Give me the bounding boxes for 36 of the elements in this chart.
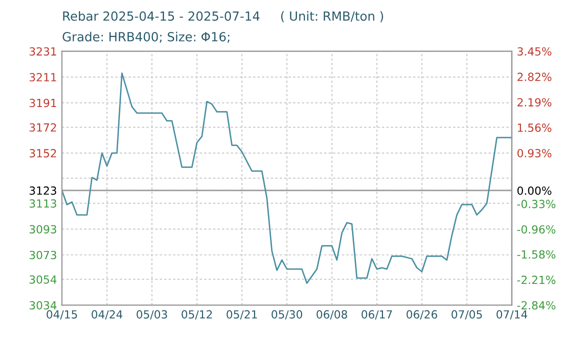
y-tick-label: 3152 <box>30 149 56 158</box>
y2-tick-label: -2.21% <box>517 276 556 284</box>
y-tick-label: 3231 <box>30 47 56 56</box>
x-tick-label: 07/05 <box>452 310 482 320</box>
x-tick-label: 05/30 <box>272 310 302 320</box>
x-tick-label: 06/17 <box>362 310 392 320</box>
x-tick-label: 06/26 <box>406 310 438 320</box>
y2-tick-label: 3.45% <box>518 47 552 56</box>
x-tick-label: 04/15 <box>46 310 77 320</box>
x-tick-label: 05/03 <box>136 310 168 320</box>
line-series <box>62 72 512 284</box>
y-tick-label: 3123 <box>30 186 56 195</box>
y-tick-label: 3093 <box>30 225 56 234</box>
y2-tick-label: 1.56% <box>518 124 552 132</box>
y-tick-label: 3113 <box>30 199 56 208</box>
y2-tick-label: 2.19% <box>518 98 552 106</box>
y-tick-label: 3073 <box>30 250 56 260</box>
y2-tick-label: -1.58% <box>517 250 556 259</box>
y2-tick-label: 0.93% <box>517 148 552 158</box>
y2-tick-label: -0.96% <box>517 225 556 234</box>
x-tick-label: 05/21 <box>226 310 257 320</box>
y2-tick-label: 0.00% <box>517 186 552 195</box>
x-tick-label: 05/12 <box>182 310 212 320</box>
x-tick-label: 07/14 <box>496 310 528 320</box>
y-tick-label: 3034 <box>30 301 56 310</box>
y-tick-label: 3211 <box>30 73 56 82</box>
y-tick-label: 3054 <box>30 275 56 284</box>
chart-subtitle: Grade: HRB400; Size: Φ16; <box>62 32 230 43</box>
y2-tick-label: -2.84% <box>517 301 556 310</box>
y-tick-label: 3191 <box>30 98 56 108</box>
y2-tick-label: 2.82% <box>518 72 552 82</box>
chart-title: Rebar 2025-04-15 - 2025-07-14 ( Unit: RMB/ton ) <box>63 11 384 22</box>
y-tick-label: 3172 <box>30 123 56 132</box>
x-tick-label: 06/08 <box>316 310 348 320</box>
y2-tick-label: -0.33% <box>517 200 556 208</box>
x-tick-label: 04/24 <box>92 310 122 320</box>
